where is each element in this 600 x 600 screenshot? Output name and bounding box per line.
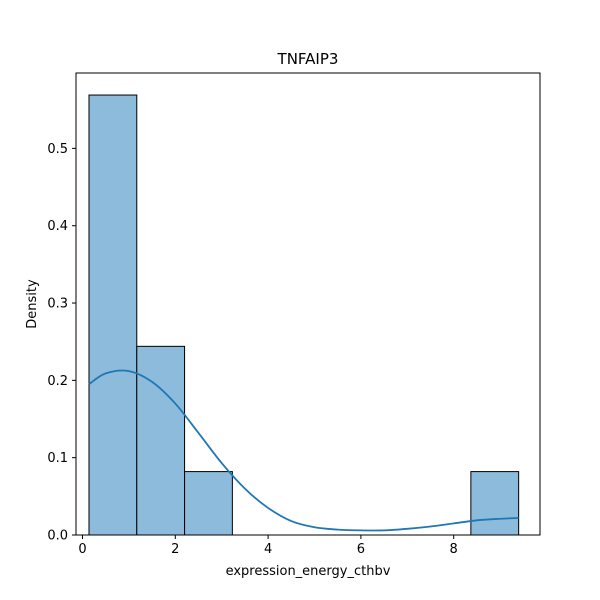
bars-layer (88, 94, 520, 536)
x-tick-label: 4 (264, 542, 272, 557)
y-axis-label: Density (25, 279, 40, 329)
y-tick-label: 0.0 (47, 529, 68, 544)
histogram-bar-3 (184, 471, 233, 536)
plot-frame (75, 72, 541, 536)
x-tick-label: 6 (357, 542, 365, 557)
x-tick-label: 2 (171, 542, 179, 557)
histogram-bar-1 (88, 94, 138, 536)
kde-layer (88, 369, 519, 532)
y-tick-label: 0.5 (47, 142, 68, 157)
histogram-bar-4 (470, 471, 520, 536)
chart-title: TNFAIP3 (277, 50, 339, 68)
y-ticks: 0.0 0.1 0.2 0.3 0.4 0.5 (47, 142, 76, 544)
y-tick-label: 0.3 (47, 297, 68, 312)
x-ticks: 0 2 4 6 8 (78, 535, 458, 557)
x-axis-label: expression_energy_cthbv (226, 564, 391, 579)
kde-curve (88, 369, 519, 532)
y-tick-label: 0.4 (47, 219, 68, 234)
y-tick-label: 0.2 (47, 374, 68, 389)
x-tick-label: 8 (450, 542, 458, 557)
histogram-bar-2 (136, 345, 186, 536)
x-tick-label: 0 (78, 542, 86, 557)
y-tick-label: 0.1 (47, 451, 68, 466)
